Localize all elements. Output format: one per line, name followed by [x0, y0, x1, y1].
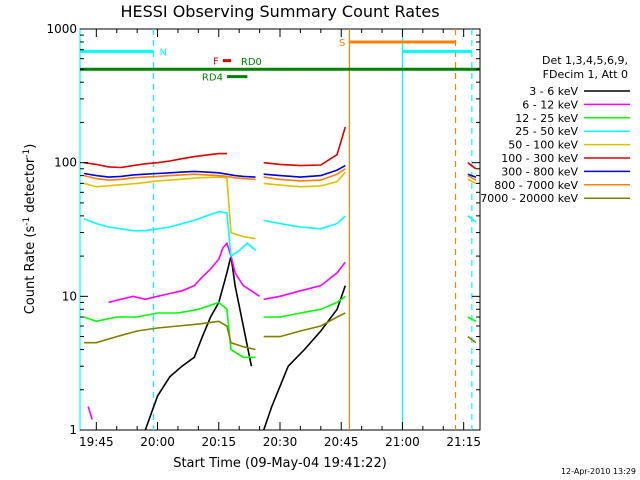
x-axis-ticks: 19:45 20:00 20:15 20:30 20:45 21:00 21:15 [79, 29, 481, 449]
series-1-segment-0 [87, 406, 93, 420]
y-label-main: Count Rate (s [23, 226, 38, 315]
y-axis-ticks: 1 10 100 1000 [46, 22, 480, 437]
legend-label-3: 25 - 50 keV [515, 125, 578, 138]
series-5-segment-2 [467, 162, 477, 170]
legend-label-6: 300 - 800 keV [501, 165, 578, 178]
series-8-segment-0 [84, 320, 256, 351]
series-0-segment-1 [262, 285, 347, 431]
series-5 [83, 126, 477, 170]
series-3-segment-0 [83, 210, 257, 258]
plot-area: N S F RD0 RD4 19:45 20:00 20:15 20:30 20:45 21:00… [46, 22, 481, 449]
series-3-segment-1 [263, 215, 346, 230]
series-2-segment-1 [263, 295, 346, 318]
series-4-segment-1 [263, 171, 346, 188]
series-3-segment-2 [467, 215, 477, 223]
x-axis-label: Start Time (09-May-04 19:41:22) [173, 456, 387, 471]
y-label-mid: detector [23, 157, 38, 217]
legend-label-1: 6 - 12 keV [522, 98, 578, 111]
series-2 [83, 295, 477, 359]
x-tick-label-6: 21:15 [446, 435, 481, 449]
series-4 [83, 171, 477, 240]
legend-label-8: 7000 - 20000 keV [480, 192, 578, 205]
series-6-segment-0 [83, 170, 256, 178]
legend-label-5: 100 - 300 keV [501, 152, 578, 165]
series-2-segment-2 [467, 316, 477, 323]
y-label-sup2: -1 [22, 149, 32, 158]
series-0 [144, 255, 347, 431]
y-tick-label-3: 1000 [46, 22, 77, 36]
y-tick-label-2: 100 [54, 156, 77, 170]
series-4-segment-2 [467, 178, 477, 185]
vertical-markers [79, 29, 473, 430]
legend-label-4: 50 - 100 keV [508, 139, 578, 152]
series-4-segment-0 [83, 176, 256, 240]
series-7-segment-1 [263, 168, 346, 182]
series-7-segment-2 [467, 174, 477, 181]
y-tick-label-1: 10 [62, 289, 77, 303]
x-tick-label-0: 19:45 [79, 435, 114, 449]
series-8-segment-1 [263, 312, 346, 338]
legend-label-7: 800 - 7000 keV [494, 179, 578, 192]
x-tick-label-4: 20:45 [324, 435, 359, 449]
series-7 [83, 168, 477, 182]
series-lines [83, 126, 477, 431]
series-7-segment-0 [83, 173, 256, 181]
status-bar-label-3: F [213, 57, 219, 68]
series-6-segment-2 [467, 173, 477, 178]
status-bar-label-0: N [159, 47, 166, 58]
series-6-segment-1 [263, 164, 346, 178]
legend-header-line1: Det 1,3,4,5,6,9, [542, 54, 628, 67]
legend-label-2: 12 - 25 keV [515, 112, 578, 125]
chart-title: HESSI Observing Summary Count Rates [120, 2, 439, 21]
legend-header-line2: FDecim 1, Att 0 [543, 68, 628, 81]
x-tick-label-2: 20:15 [201, 435, 236, 449]
x-tick-label-5: 21:00 [385, 435, 420, 449]
series-0-segment-0 [144, 255, 253, 431]
timestamp: 12-Apr-2010 13:29 [561, 467, 636, 476]
status-bars: N S F RD0 RD4 [80, 38, 480, 84]
series-5-segment-0 [83, 152, 227, 169]
status-bar-label-4: RD0 [241, 57, 262, 68]
series-2-segment-0 [83, 301, 256, 359]
legend-label-0: 3 - 6 keV [529, 85, 578, 98]
x-tick-label-3: 20:30 [263, 435, 298, 449]
series-8-segment-2 [467, 335, 477, 344]
y-tick-label-0: 1 [69, 423, 77, 437]
status-bar-label-5: RD4 [202, 73, 223, 84]
legend: Det 1,3,4,5,6,9, FDecim 1, Att 0 3 - 6 k… [480, 54, 630, 205]
y-label-sup1: -1 [22, 217, 32, 226]
y-label-end: ) [23, 144, 38, 149]
series-8 [84, 312, 477, 351]
status-bar-label-1: S [339, 38, 345, 49]
series-6 [83, 164, 477, 178]
series-1-segment-1 [108, 241, 261, 304]
series-1 [87, 241, 346, 420]
plot-frame [79, 28, 481, 431]
series-5-segment-1 [263, 126, 347, 167]
y-axis-label: Count Rate (s-1 detector-1) [22, 144, 38, 315]
x-tick-label-1: 20:00 [140, 435, 175, 449]
series-3 [83, 210, 477, 258]
series-1-segment-2 [263, 261, 346, 301]
